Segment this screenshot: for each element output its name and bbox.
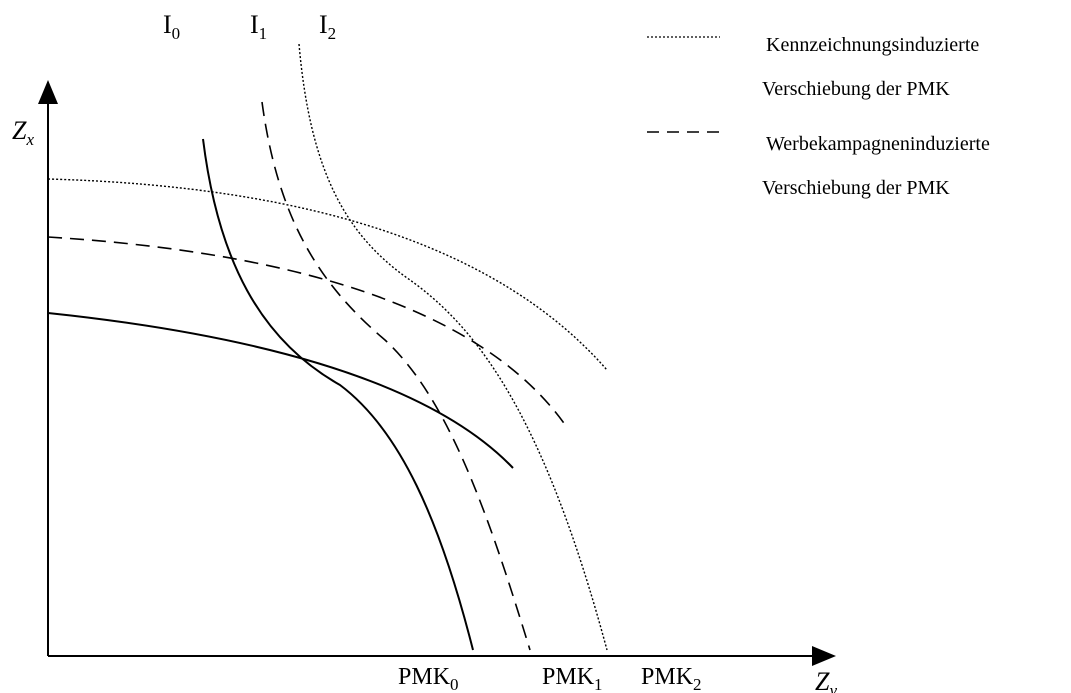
legend-dotted-line1: Kennzeichnungsinduzierte xyxy=(766,34,979,56)
label-i2: I2 xyxy=(319,10,336,43)
label-i0: I0 xyxy=(163,10,180,43)
legend-dotted-line2: Verschiebung der PMK xyxy=(762,78,950,100)
indifference-curve-2-dotted xyxy=(298,43,608,651)
y-axis-arrowhead xyxy=(38,80,58,104)
label-i1: I1 xyxy=(250,10,267,43)
indifference-curve-1-dashed xyxy=(261,101,531,651)
indifference-curve-0-solid xyxy=(202,138,474,651)
y-axis-label: Zx xyxy=(12,116,34,149)
x-axis-label: Zy xyxy=(815,667,837,693)
ppf-curve-1-dashed xyxy=(47,236,567,427)
legend-dashed-line1: Werbekampagneninduzierte xyxy=(766,133,990,155)
legend-dashed-line2: Verschiebung der PMK xyxy=(762,177,950,199)
ppf-curve-0-solid xyxy=(47,312,514,469)
label-pmk0: PMK0 xyxy=(398,664,459,693)
x-axis-arrowhead xyxy=(812,646,836,666)
ppf-curve-2-dotted xyxy=(47,178,608,371)
label-pmk2: PMK2 xyxy=(641,664,702,693)
label-pmk1: PMK1 xyxy=(542,664,603,693)
